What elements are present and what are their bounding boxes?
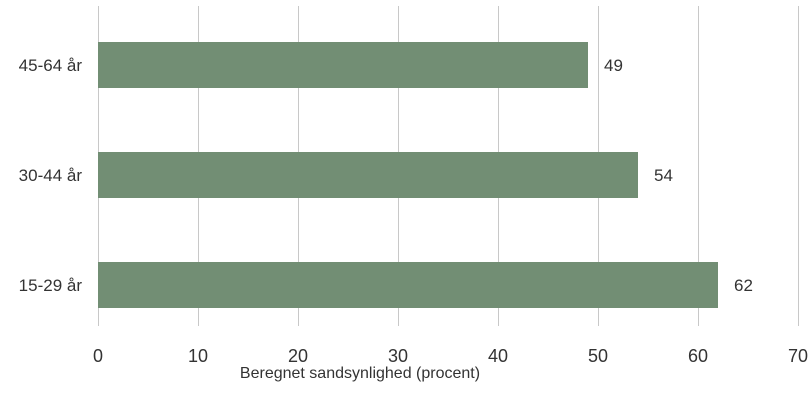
category-label: 15-29 år [19, 276, 83, 295]
x-tick-label: 0 [93, 346, 103, 366]
data-label: 49 [604, 56, 623, 75]
x-axis-tick-labels: 0 10 20 30 40 50 60 70 [93, 346, 808, 366]
bar [98, 42, 588, 88]
bar [98, 262, 718, 308]
x-tick-label: 40 [488, 346, 508, 366]
x-axis-title: Beregnet sandsynlighed (procent) [240, 365, 480, 382]
category-labels: 45-64 år 30-44 år 15-29 år [19, 56, 83, 295]
bars [98, 42, 718, 308]
x-tick-label: 50 [588, 346, 608, 366]
x-tick-label: 20 [288, 346, 308, 366]
x-tick-label: 60 [688, 346, 708, 366]
bar [98, 152, 638, 198]
x-tick-label: 10 [188, 346, 208, 366]
data-label: 62 [734, 276, 753, 295]
category-label: 45-64 år [19, 56, 83, 75]
x-tick-label: 30 [388, 346, 408, 366]
category-label: 30-44 år [19, 166, 83, 185]
data-label: 54 [654, 166, 673, 185]
x-tick-label: 70 [788, 346, 808, 366]
